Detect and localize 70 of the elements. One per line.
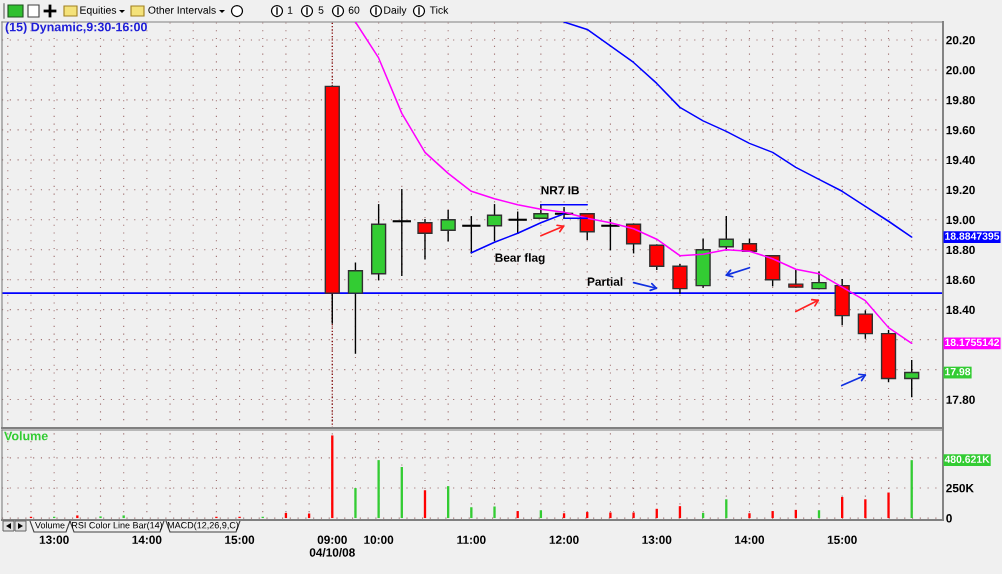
bar (609, 512, 612, 519)
annotation: Partial (587, 277, 623, 286)
bar (354, 488, 357, 519)
annotation: Bear flag (495, 253, 545, 265)
text: Equities (80, 6, 117, 16)
candlestick (417, 219, 433, 260)
bar (493, 506, 496, 519)
text: 1 (287, 6, 293, 14)
text: 60 (348, 6, 360, 14)
y-tick-label: 250K (946, 483, 974, 493)
candlestick (486, 204, 503, 242)
text: Volume (34, 521, 65, 529)
x-tick-label: 14:00 (735, 535, 765, 544)
y-tick-label: 0 (946, 514, 952, 523)
y-tick-label: 18.80 (946, 245, 975, 255)
chart-title: (15) Dynamic,9:30-16:00 (5, 22, 147, 34)
text: Tick (429, 6, 449, 14)
x-tick-label: 13:00 (39, 535, 69, 544)
x-tick-label: 11:00 (457, 535, 486, 544)
text: 5 (318, 6, 324, 14)
candlestick (440, 210, 456, 242)
x-tick-label: 14:00 (132, 535, 162, 544)
line-series (563, 22, 913, 238)
text: Other Intervals (148, 6, 216, 14)
bar (122, 515, 125, 519)
text: 17.98 (945, 367, 971, 376)
line-series (354, 22, 913, 345)
y-tick-label: 19.40 (946, 155, 975, 165)
chart-title: Volume (4, 431, 48, 441)
bar (307, 513, 311, 519)
y-tick-label: 19.00 (946, 215, 975, 225)
text: MACD(12,26,9,C) (167, 521, 239, 531)
x-tick-label: 15:00 (827, 535, 857, 544)
candlestick (764, 255, 781, 287)
y-tick-label: 18.40 (946, 305, 975, 315)
candlestick (788, 269, 804, 288)
candlestick (649, 244, 665, 270)
line-series (470, 212, 565, 254)
bar (771, 511, 774, 519)
bar (748, 513, 751, 519)
bar (887, 492, 890, 519)
text: Daily (384, 6, 407, 16)
candlestick (672, 264, 688, 294)
y-tick-label: 19.60 (946, 125, 975, 135)
x-tick-label: 15:00 (225, 535, 255, 544)
candlestick (718, 216, 734, 251)
bar (562, 513, 566, 519)
bar (76, 515, 79, 519)
bar (632, 512, 635, 519)
y-tick-label: 17.80 (946, 395, 975, 404)
x-tick-label: 10:00 (364, 535, 394, 544)
bar (470, 507, 473, 519)
bar (377, 460, 380, 519)
candlestick (904, 359, 920, 398)
bar (864, 499, 867, 519)
y-tick-label: 19.20 (946, 185, 975, 195)
candlestick (857, 310, 874, 339)
y-tick-label: 20.20 (946, 36, 975, 45)
x-tick-label: 09:00 04/10/08 (309, 535, 355, 557)
text: RSI Color Line Bar(14) (72, 521, 163, 531)
x-tick-label: 12:00 (549, 535, 579, 544)
y-tick-label: 18.60 (946, 275, 975, 285)
candlestick (347, 262, 364, 354)
y-tick-label: 19.80 (946, 95, 975, 105)
y-tick-label: 20.00 (946, 65, 975, 75)
text: 18.8847395 (945, 232, 1000, 240)
x-tick-label: 13:00 (642, 535, 672, 544)
text: 18.1755142 (945, 338, 1000, 347)
annotation: NR7 IB (541, 186, 579, 195)
text: 480.621K (944, 455, 990, 463)
